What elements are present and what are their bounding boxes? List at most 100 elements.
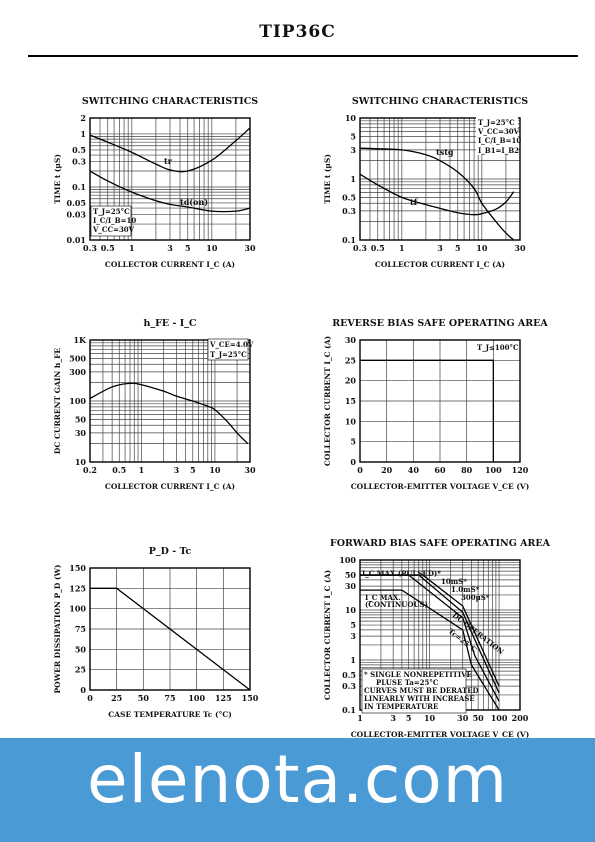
chart-annotation: V_CC=30V [477,127,520,136]
y-tick-label: 0.5 [342,670,356,680]
y-tick-label: 0.3 [342,206,356,216]
x-tick-label: 0 [357,465,363,475]
y-tick-label: 10 [345,416,357,426]
y-tick-label: 0.05 [67,198,86,208]
y-tick-label: 3 [350,145,356,155]
chart-annotation: I_C/I_B=10 [478,136,521,145]
y-tick-label: 30 [345,335,357,345]
y-tick-label: 0.5 [342,192,356,202]
series-label: tstg [436,147,454,157]
y-tick-label: 0.01 [67,235,86,245]
y-tick-label: 3 [350,631,356,641]
y-tick-label: 50 [345,570,357,580]
chart-title: SWITCHING CHARACTERISTICS [352,96,528,107]
plot-frame [359,339,521,463]
x-tick-label: 30 [514,243,526,253]
y-tick-label: 30 [75,428,87,438]
y-tick-label: 0.03 [67,210,87,220]
x-tick-label: 0.3 [83,243,97,253]
chart-annotation: LINEARLY WITH INCREASE [364,694,475,703]
x-tick-label: 1 [139,465,145,475]
chart-annotation: T_J≤100°C [477,343,519,352]
y-tick-label: 100 [69,396,86,406]
y-tick-label: 125 [69,583,86,593]
y-tick-label: 75 [75,624,86,634]
y-tick-label: 15 [345,396,356,406]
plot-frame [89,117,251,241]
y-tick-label: 1 [80,129,86,139]
series-line [359,173,515,216]
y-tick-label: 150 [69,563,86,573]
y-tick-label: 5 [350,620,356,630]
annotation-box [90,205,132,237]
series-line [89,382,249,445]
watermark-text: elenota.com [86,741,509,818]
x-tick-label: 5 [190,465,196,475]
series-label: tf [410,197,418,207]
x-tick-label: 1 [129,243,135,253]
chart-title: h_FE - I_C [144,318,197,329]
x-tick-label: 150 [242,693,259,703]
y-tick-label: 10 [345,113,357,123]
x-tick-label: 30 [244,465,256,475]
x-tick-label: 3 [437,243,443,253]
x-tick-label: 3 [174,465,180,475]
x-tick-label: 3 [167,243,173,253]
x-tick-label: 80 [461,465,473,475]
x-axis-label: COLLECTOR-EMITTER VOLTAGE V_CE (V) [351,482,530,491]
chart-title: FORWARD BIAS SAFE OPERATING AREA [330,538,551,549]
y-tick-label: 100 [69,604,86,614]
chart-annotation: 1.0mS* [451,585,480,594]
annotation-box [207,338,249,361]
y-tick-label: 0.1 [72,182,86,192]
y-tick-label: 1 [350,174,356,184]
note-box [361,668,467,714]
y-tick-label: 0.3 [72,157,86,167]
y-tick-label: 1K [73,335,87,345]
x-tick-label: 1 [357,713,363,723]
series-label: td(on) [180,197,208,207]
y-axis-label: TIME t (µS) [323,154,332,204]
x-tick-label: 0.5 [112,465,126,475]
y-tick-label: 0 [350,457,356,467]
x-tick-label: 100 [485,465,502,475]
x-tick-label: 3 [390,713,396,723]
x-tick-label: 0 [87,693,93,703]
chart-annotation: 300µS* [461,593,490,602]
chart-annotation: (CONTINUOUS) [365,600,428,609]
series-line [89,127,251,173]
y-tick-label: 10 [345,605,357,615]
chart-annotation: CURVES MUST BE DERATED [364,686,479,695]
chart-title: REVERSE BIAS SAFE OPERATING AREA [332,318,548,329]
series-label: tr [164,156,173,166]
series-line [360,574,500,702]
watermark-banner [0,738,595,842]
series-line [89,170,251,213]
x-tick-label: 100 [188,693,205,703]
plot-frame [89,339,251,463]
chart-annotation: PLUSE Ta=25°C [376,678,439,687]
x-tick-label: 10 [476,243,488,253]
chart-annotation: IN TEMPERATURE [364,702,438,711]
y-tick-label: 5 [350,131,356,141]
chart-title: SWITCHING CHARACTERISTICS [82,96,258,107]
y-tick-label: 25 [75,665,86,675]
header-rule [28,55,578,57]
y-tick-label: 30 [345,581,357,591]
chart-annotation: * SINGLE NONREPETITIVE [364,670,472,679]
x-axis-label: CASE TEMPERATURE Tc (°C) [108,710,232,719]
x-tick-label: 120 [512,465,529,475]
y-axis-label: COLLECTOR CURRENT I_C (A) [323,570,332,700]
plot-frame [359,117,521,241]
y-tick-label: 300 [69,367,86,377]
plot-frame [89,567,251,691]
y-tick-label: 0.1 [342,705,356,715]
chart-title: P_D - Tc [149,546,192,557]
x-tick-label: 200 [512,713,529,723]
x-tick-label: 40 [408,465,420,475]
